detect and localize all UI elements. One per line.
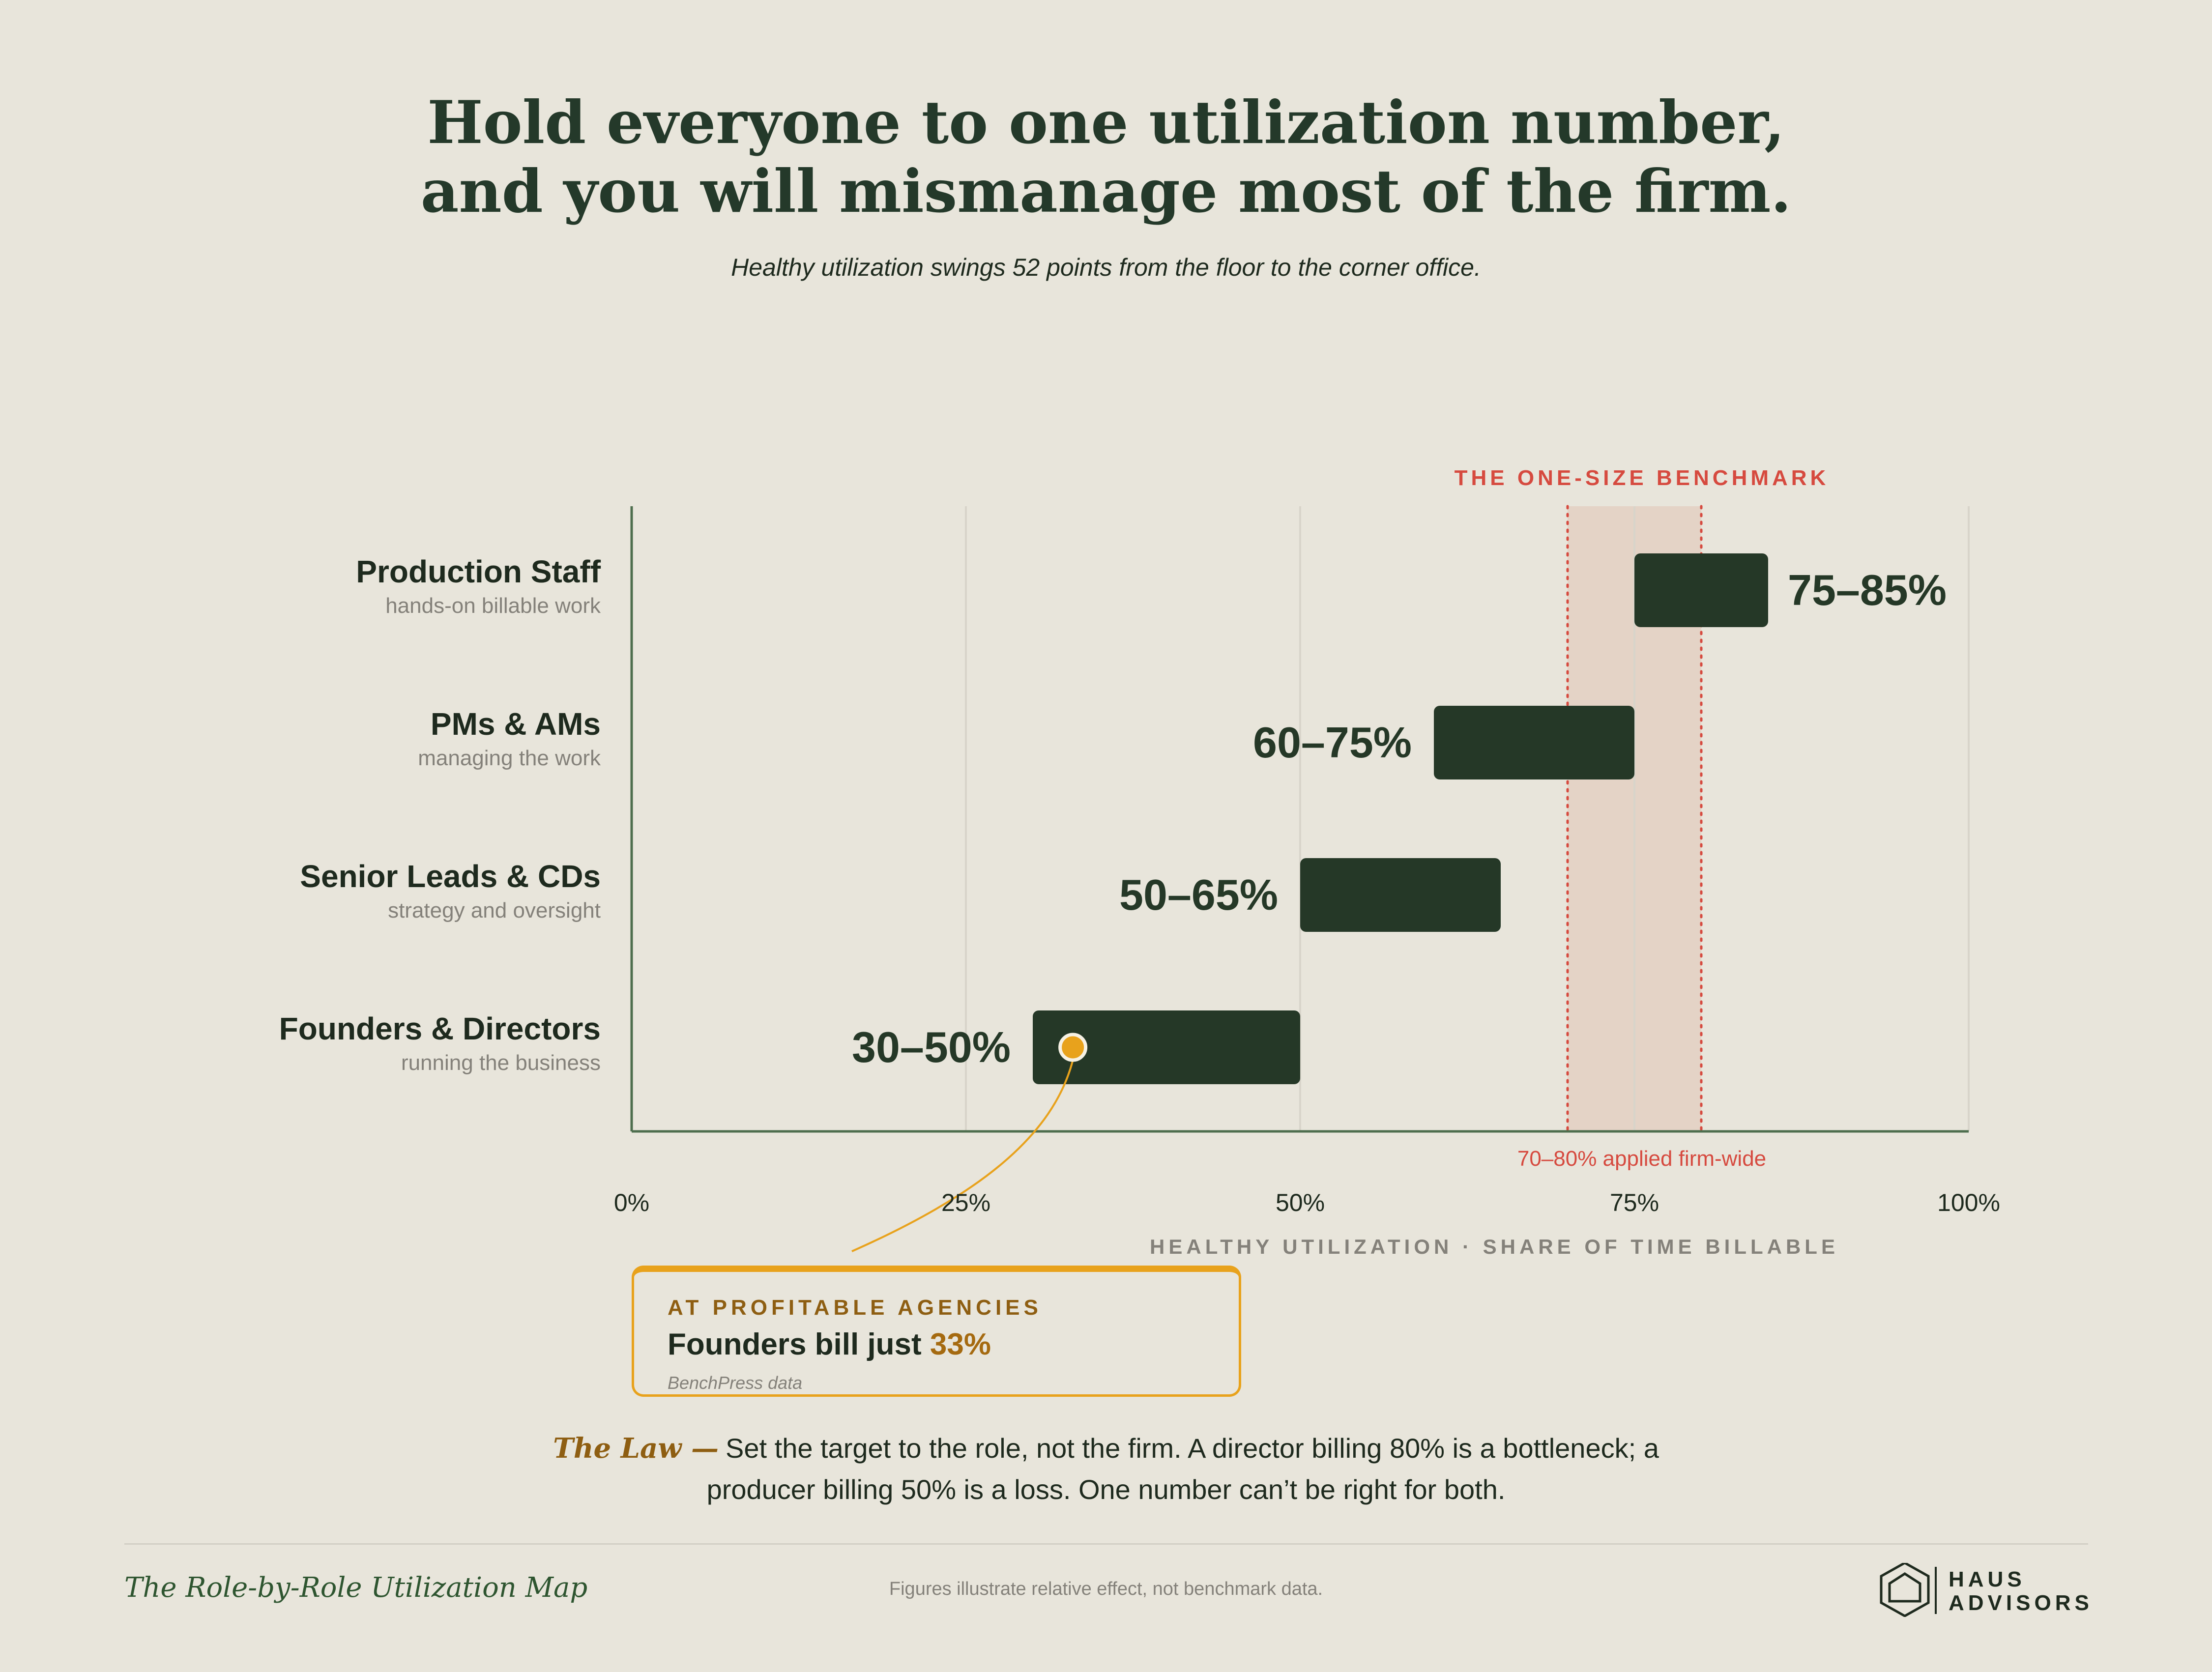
role-label-production: Production Staff hands-on billable work (356, 554, 601, 619)
bar-label-3: 30–50% (852, 1023, 1011, 1071)
role-name: Founders & Directors (279, 1011, 601, 1046)
haus-advisors-logo: HAUS ADVISORS (1873, 1563, 2089, 1617)
bar-1 (1434, 706, 1634, 779)
brand-line-2: ADVISORS (1949, 1591, 2093, 1615)
role-description: running the business (401, 1051, 601, 1075)
title-line-1: Hold everyone to one utilization number, (427, 88, 1785, 157)
role-name: PMs & AMs (430, 706, 601, 742)
title-line-2: and you will mismanage most of the firm. (420, 157, 1792, 226)
footer-divider (124, 1543, 2088, 1545)
founders-33-marker (1058, 1033, 1088, 1062)
law-text: Set the target to the role, not the firm… (706, 1433, 1659, 1505)
bar-label-1: 60–75% (1253, 718, 1412, 767)
x-tick-75: 75% (1609, 1189, 1659, 1216)
bar-3 (1033, 1010, 1300, 1084)
bar-0 (1634, 553, 1768, 627)
founders-callout-box: AT PROFITABLE AGENCIES Founders bill jus… (632, 1266, 1241, 1397)
hexagon-house-icon (1880, 1563, 1937, 1617)
brand-line-1: HAUS (1949, 1567, 2026, 1591)
bar-label-2: 50–65% (1119, 870, 1278, 919)
law-label: The Law — (553, 1432, 719, 1465)
role-label-senior-leads: Senior Leads & CDs strategy and oversigh… (300, 859, 601, 924)
bars-group: 75–85% 60–75% 50–65% 30–50% (852, 553, 1947, 1084)
footer-title: The Role-by-Role Utilization Map (124, 1572, 588, 1604)
role-name: Senior Leads & CDs (300, 859, 601, 894)
benchmark-note: 70–80% applied firm-wide (1517, 1147, 1767, 1171)
role-label-pms-ams: PMs & AMs managing the work (418, 707, 601, 772)
callout-kicker: AT PROFITABLE AGENCIES (668, 1296, 1042, 1320)
x-tick-0: 0% (613, 1189, 650, 1216)
x-axis-title: HEALTHY UTILIZATION · SHARE OF TIME BILL… (1150, 1235, 1839, 1258)
x-tick-50: 50% (1275, 1189, 1325, 1216)
x-tick-100: 100% (1937, 1189, 2000, 1216)
callout-leader-line (851, 1060, 1074, 1252)
callout-statement: Founders bill just 33% (668, 1327, 991, 1362)
callout-text: Founders bill just (668, 1327, 930, 1361)
x-tick-25: 25% (941, 1189, 991, 1216)
benchmark-title: THE ONE-SIZE BENCHMARK (1454, 466, 1830, 490)
role-description: managing the work (418, 746, 601, 770)
footer-disclaimer: Figures illustrate relative effect, not … (889, 1579, 1323, 1599)
role-description: hands-on billable work (385, 594, 601, 618)
callout-source: BenchPress data (668, 1373, 803, 1393)
bar-2 (1300, 858, 1501, 932)
role-name: Production Staff (356, 554, 601, 589)
page-title: Hold everyone to one utilization number,… (0, 88, 2212, 226)
brand-wordmark: HAUS ADVISORS (1949, 1568, 2093, 1615)
page-subtitle: Healthy utilization swings 52 points fro… (731, 254, 1481, 281)
law-statement: The Law — Set the target to the role, not… (516, 1428, 1696, 1510)
role-label-founders: Founders & Directors running the busines… (279, 1011, 601, 1076)
role-description: strategy and oversight (388, 898, 601, 922)
callout-value: 33% (930, 1327, 991, 1361)
bar-label-0: 75–85% (1788, 566, 1947, 614)
